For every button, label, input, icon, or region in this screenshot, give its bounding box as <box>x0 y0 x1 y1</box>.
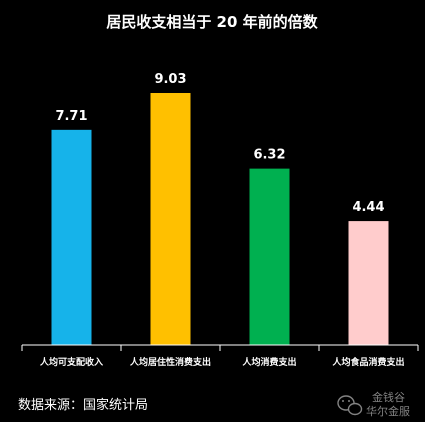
watermark-line1: 金钱谷 <box>372 390 405 404</box>
value-label-3: 6.32 <box>253 148 285 163</box>
bar-3 <box>249 168 290 345</box>
bar-4 <box>348 221 389 345</box>
value-labels-layer: 7.71 9.03 6.32 4.44 <box>55 72 384 215</box>
category-label-4: 人均食品消费支出 <box>331 356 404 368</box>
value-label-2: 9.03 <box>154 72 186 87</box>
category-label-2: 人均居住性消费支出 <box>129 356 211 368</box>
value-label-1: 7.71 <box>55 109 87 124</box>
wechat-icon <box>337 395 363 416</box>
tick-marks <box>21 345 419 351</box>
value-label-4: 4.44 <box>352 200 384 215</box>
category-labels: 人均可支配收入 人均居住性消费支出 人均消费支出 人均食品消费支出 <box>39 356 405 368</box>
category-label-3: 人均消费支出 <box>241 356 296 368</box>
bar-2 <box>150 93 191 345</box>
bars-layer <box>51 93 389 345</box>
category-label-1: 人均可支配收入 <box>39 356 103 368</box>
bar-1 <box>51 129 92 345</box>
watermark-line2: 华尔金服 <box>366 404 410 418</box>
chart-title: 居民收支相当于 20 年前的倍数 <box>106 13 318 31</box>
source-label: 数据来源：国家统计局 <box>18 397 148 413</box>
watermark: 金钱谷 华尔金服 <box>337 390 410 418</box>
